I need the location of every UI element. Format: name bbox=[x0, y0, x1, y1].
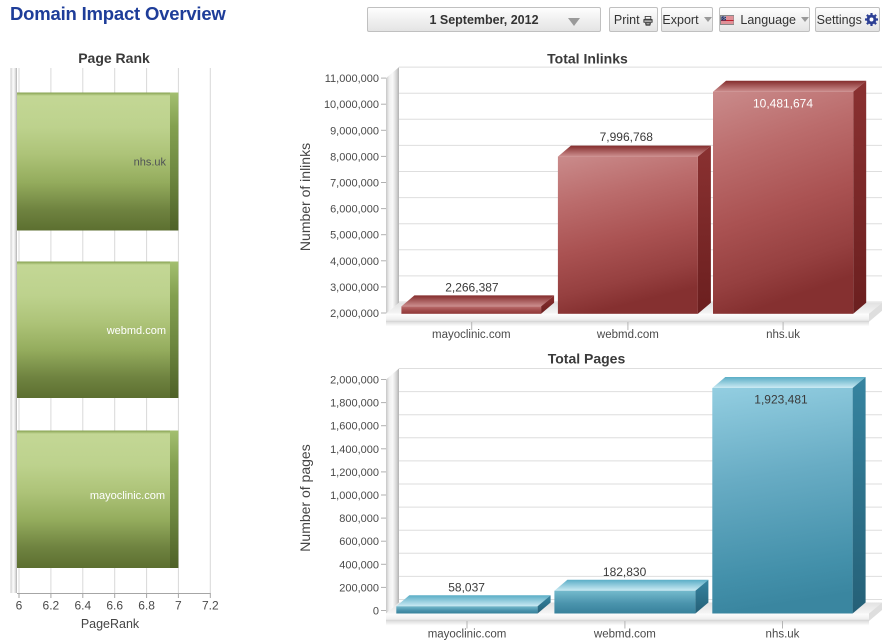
svg-text:PageRank: PageRank bbox=[81, 617, 140, 631]
svg-text:1,800,000: 1,800,000 bbox=[330, 398, 379, 410]
svg-text:4,000,000: 4,000,000 bbox=[330, 256, 379, 268]
svg-text:mayoclinic.com: mayoclinic.com bbox=[90, 490, 165, 502]
svg-text:8,000,000: 8,000,000 bbox=[330, 151, 379, 163]
svg-text:10,481,674: 10,481,674 bbox=[753, 96, 813, 110]
svg-text:7.2: 7.2 bbox=[202, 599, 219, 613]
svg-text:webmd.com: webmd.com bbox=[596, 329, 659, 341]
svg-text:5,000,000: 5,000,000 bbox=[330, 230, 379, 242]
svg-text:6,000,000: 6,000,000 bbox=[330, 204, 379, 216]
svg-text:800,000: 800,000 bbox=[339, 513, 379, 525]
svg-text:600,000: 600,000 bbox=[339, 536, 379, 548]
svg-text:2,000,000: 2,000,000 bbox=[330, 375, 379, 387]
svg-text:6.8: 6.8 bbox=[138, 599, 155, 613]
svg-text:1,200,000: 1,200,000 bbox=[330, 467, 379, 479]
svg-text:nhs.uk: nhs.uk bbox=[766, 629, 800, 641]
svg-text:10,000,000: 10,000,000 bbox=[324, 99, 379, 111]
svg-text:7,996,768: 7,996,768 bbox=[600, 130, 654, 144]
svg-text:1,923,481: 1,923,481 bbox=[754, 392, 808, 406]
svg-text:webmd.com: webmd.com bbox=[106, 325, 166, 337]
svg-text:200,000: 200,000 bbox=[339, 582, 379, 594]
svg-text:1,600,000: 1,600,000 bbox=[330, 421, 379, 433]
svg-text:0: 0 bbox=[373, 606, 379, 618]
svg-text:Page Rank: Page Rank bbox=[78, 50, 150, 66]
svg-text:6.2: 6.2 bbox=[43, 599, 60, 613]
svg-text:mayoclinic.com: mayoclinic.com bbox=[428, 629, 507, 641]
svg-text:58,037: 58,037 bbox=[448, 581, 485, 595]
svg-text:Total Pages: Total Pages bbox=[548, 350, 626, 366]
svg-text:9,000,000: 9,000,000 bbox=[330, 125, 379, 137]
svg-text:Total Inlinks: Total Inlinks bbox=[547, 51, 628, 67]
svg-text:7,000,000: 7,000,000 bbox=[330, 178, 379, 190]
svg-text:Number of pages: Number of pages bbox=[297, 444, 313, 551]
svg-text:2,000,000: 2,000,000 bbox=[330, 308, 379, 320]
svg-text:400,000: 400,000 bbox=[339, 559, 379, 571]
svg-text:7: 7 bbox=[175, 599, 182, 613]
svg-text:6.6: 6.6 bbox=[106, 599, 123, 613]
svg-text:nhs.uk: nhs.uk bbox=[134, 157, 167, 169]
svg-text:Number of inlinks: Number of inlinks bbox=[297, 143, 313, 251]
svg-text:1,400,000: 1,400,000 bbox=[330, 444, 379, 456]
svg-text:6.4: 6.4 bbox=[74, 599, 91, 613]
svg-text:6: 6 bbox=[16, 599, 23, 613]
svg-text:nhs.uk: nhs.uk bbox=[766, 329, 800, 341]
svg-text:3,000,000: 3,000,000 bbox=[330, 282, 379, 294]
svg-text:webmd.com: webmd.com bbox=[593, 629, 656, 641]
svg-text:mayoclinic.com: mayoclinic.com bbox=[432, 329, 511, 341]
svg-text:2,266,387: 2,266,387 bbox=[445, 280, 499, 294]
svg-text:182,830: 182,830 bbox=[603, 565, 647, 579]
svg-text:11,000,000: 11,000,000 bbox=[325, 73, 379, 85]
svg-text:1,000,000: 1,000,000 bbox=[330, 490, 379, 502]
